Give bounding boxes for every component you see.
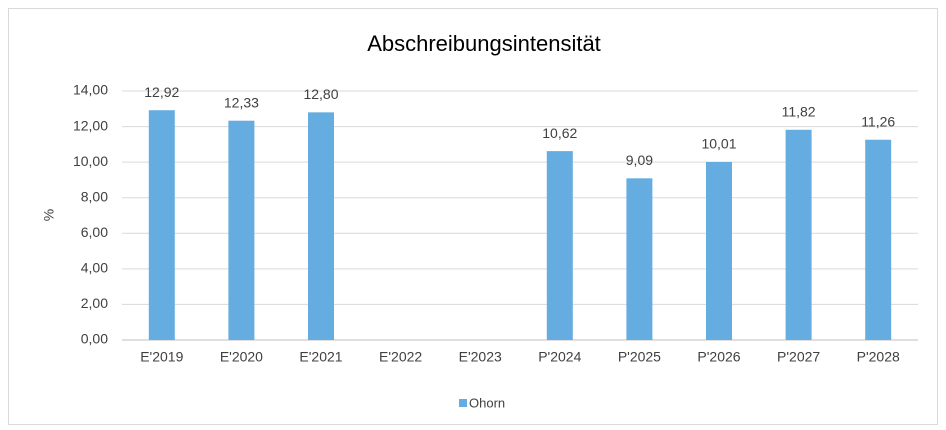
chart-title: Abschreibungsintensität xyxy=(367,31,601,56)
y-tick-label: 2,00 xyxy=(81,295,108,311)
y-tick-label: 12,00 xyxy=(73,117,108,133)
x-tick-label: P'2024 xyxy=(538,349,581,365)
y-axis-label: % xyxy=(41,209,57,221)
y-tick-label: 14,00 xyxy=(73,82,108,98)
x-tick-label: E'2020 xyxy=(220,349,263,365)
x-tick-label: E'2019 xyxy=(140,349,183,365)
bar xyxy=(865,139,892,340)
legend-swatch xyxy=(459,399,467,407)
data-label: 10,01 xyxy=(701,136,736,152)
bar xyxy=(148,110,175,340)
bar xyxy=(626,178,653,340)
legend-label: Ohorn xyxy=(469,395,505,410)
data-label: 12,92 xyxy=(144,84,179,100)
x-tick-label: P'2027 xyxy=(777,349,820,365)
y-tick-label: 10,00 xyxy=(73,153,108,169)
data-label: 11,26 xyxy=(861,113,895,129)
x-tick-label: E'2021 xyxy=(299,349,342,365)
x-tick-label: P'2025 xyxy=(618,349,661,365)
data-label: 10,62 xyxy=(542,125,577,141)
data-label: 9,09 xyxy=(626,152,653,168)
x-tick-label: E'2022 xyxy=(379,349,422,365)
x-tick-label: P'2028 xyxy=(857,349,900,365)
bar xyxy=(228,120,255,340)
bar xyxy=(546,151,573,340)
bar xyxy=(308,112,334,340)
data-label: 12,80 xyxy=(303,86,338,102)
bar xyxy=(706,161,732,340)
x-tick-label: P'2026 xyxy=(697,349,740,365)
y-tick-label: 6,00 xyxy=(81,224,108,240)
y-tick-label: 0,00 xyxy=(81,331,108,347)
y-tick-label: 8,00 xyxy=(81,188,108,204)
y-tick-label: 4,00 xyxy=(81,260,108,276)
x-tick-label: E'2023 xyxy=(459,349,502,365)
data-label: 11,82 xyxy=(782,103,816,119)
data-label: 12,33 xyxy=(224,94,259,110)
bar xyxy=(785,129,812,340)
